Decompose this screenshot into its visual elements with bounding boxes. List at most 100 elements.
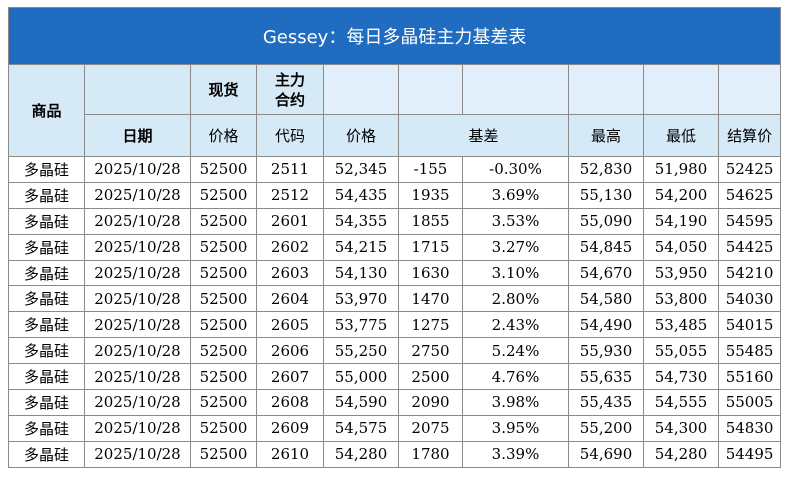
basis-pct-cell: 3.98%	[462, 389, 569, 416]
settlement-cell: 55160	[717, 363, 782, 391]
high-cell: 52,830	[568, 156, 644, 183]
settlement-cell: 55005	[717, 389, 782, 416]
header-futures-price: 价格	[323, 114, 399, 157]
spot-price-cell: 52500	[190, 259, 257, 287]
basis-cell: 2500	[398, 363, 463, 391]
product-cell: 多晶硅	[8, 337, 85, 365]
high-cell: 54,490	[568, 311, 644, 339]
spot-price-cell: 52500	[190, 363, 257, 391]
contract-code-cell: 2608	[256, 389, 324, 416]
basis-cell: 2090	[398, 389, 463, 416]
high-cell: 55,635	[568, 363, 644, 391]
basis-cell: 1630	[398, 259, 463, 287]
futures-price-cell: 55,000	[323, 363, 399, 391]
basis-pct-cell: 3.39%	[462, 440, 569, 468]
basis-pct-cell: 2.43%	[462, 311, 569, 339]
product-cell: 多晶硅	[8, 414, 85, 442]
basis-cell: -155	[398, 156, 463, 183]
basis-pct-cell: 5.24%	[462, 337, 569, 365]
basis-pct-cell: 3.95%	[462, 414, 569, 442]
table-row: 多晶硅 2025/10/28 52500 2602 54,215 1715 3.27% 54,…	[8, 233, 782, 261]
spot-price-cell: 52500	[190, 389, 257, 416]
product-cell: 多晶硅	[8, 207, 85, 235]
date-cell: 2025/10/28	[84, 389, 191, 416]
contract-code-cell: 2603	[256, 259, 324, 287]
product-cell: 多晶硅	[8, 259, 85, 287]
low-cell: 54,280	[643, 440, 719, 468]
spot-price-cell: 52500	[190, 337, 257, 365]
futures-price-cell: 52,345	[323, 156, 399, 183]
basis-pct-cell: 3.53%	[462, 207, 569, 235]
contract-code-cell: 2610	[256, 440, 324, 468]
product-cell: 多晶硅	[8, 440, 85, 468]
contract-code-cell: 2606	[256, 337, 324, 365]
high-cell: 55,930	[568, 337, 644, 365]
basis-table: Gessey：每日多晶硅主力基差表 商品 现货 主力 合约 日期 价格 代码 价…	[7, 7, 782, 468]
contract-code-cell: 2605	[256, 311, 324, 339]
low-cell: 51,980	[643, 156, 719, 183]
futures-price-cell: 54,215	[323, 233, 399, 261]
date-cell: 2025/10/28	[84, 337, 191, 365]
high-cell: 54,580	[568, 285, 644, 313]
header-settlement: 结算价	[717, 114, 782, 157]
header-blank-high	[568, 64, 644, 115]
date-cell: 2025/10/28	[84, 363, 191, 391]
contract-code-cell: 2607	[256, 363, 324, 391]
futures-price-cell: 55,250	[323, 337, 399, 365]
product-cell: 多晶硅	[8, 311, 85, 339]
futures-price-cell: 53,775	[323, 311, 399, 339]
table-row: 多晶硅 2025/10/28 52500 2608 54,590 2090 3.98% 55,…	[8, 389, 782, 416]
basis-pct-cell: 3.69%	[462, 181, 569, 209]
high-cell: 54,690	[568, 440, 644, 468]
date-cell: 2025/10/28	[84, 414, 191, 442]
basis-pct-cell: 2.80%	[462, 285, 569, 313]
contract-code-cell: 2512	[256, 181, 324, 209]
table-row: 多晶硅 2025/10/28 52500 2511 52,345 -155 -0.30% 52…	[8, 156, 782, 183]
settlement-cell: 52425	[717, 156, 782, 183]
futures-price-cell: 53,970	[323, 285, 399, 313]
product-cell: 多晶硅	[8, 285, 85, 313]
header-blank-settle	[717, 64, 782, 115]
contract-code-cell: 2602	[256, 233, 324, 261]
date-cell: 2025/10/28	[84, 207, 191, 235]
table-title: Gessey：每日多晶硅主力基差表	[7, 7, 782, 65]
header-code: 代码	[256, 114, 324, 157]
table-body: 多晶硅 2025/10/28 52500 2511 52,345 -155 -0.30% 52…	[8, 156, 782, 468]
header-basis: 基差	[398, 114, 569, 157]
settlement-cell: 54425	[717, 233, 782, 261]
header-low: 最低	[643, 114, 719, 157]
basis-cell: 1275	[398, 311, 463, 339]
high-cell: 54,670	[568, 259, 644, 287]
low-cell: 54,050	[643, 233, 719, 261]
settlement-cell: 54595	[717, 207, 782, 235]
table-row: 多晶硅 2025/10/28 52500 2610 54,280 1780 3.39% 54,…	[8, 440, 782, 468]
product-cell: 多晶硅	[8, 363, 85, 391]
table-row: 多晶硅 2025/10/28 52500 2606 55,250 2750 5.24% 55,…	[8, 337, 782, 365]
basis-cell: 2075	[398, 414, 463, 442]
high-cell: 55,435	[568, 389, 644, 416]
date-cell: 2025/10/28	[84, 233, 191, 261]
basis-pct-cell: 3.27%	[462, 233, 569, 261]
settlement-cell: 54830	[717, 414, 782, 442]
low-cell: 54,190	[643, 207, 719, 235]
header-product: 商品	[8, 64, 85, 157]
header-main-contract: 主力 合约	[256, 64, 324, 115]
header-high: 最高	[568, 114, 644, 157]
spot-price-cell: 52500	[190, 285, 257, 313]
header-blank-date-top	[84, 64, 191, 115]
header-blank-basis-b	[462, 64, 569, 115]
low-cell: 54,555	[643, 389, 719, 416]
spot-price-cell: 52500	[190, 311, 257, 339]
basis-pct-cell: 4.76%	[462, 363, 569, 391]
low-cell: 53,485	[643, 311, 719, 339]
futures-price-cell: 54,280	[323, 440, 399, 468]
settlement-cell: 54210	[717, 259, 782, 287]
date-cell: 2025/10/28	[84, 285, 191, 313]
product-cell: 多晶硅	[8, 233, 85, 261]
high-cell: 54,845	[568, 233, 644, 261]
low-cell: 53,950	[643, 259, 719, 287]
basis-cell: 2750	[398, 337, 463, 365]
basis-cell: 1470	[398, 285, 463, 313]
date-cell: 2025/10/28	[84, 181, 191, 209]
high-cell: 55,090	[568, 207, 644, 235]
